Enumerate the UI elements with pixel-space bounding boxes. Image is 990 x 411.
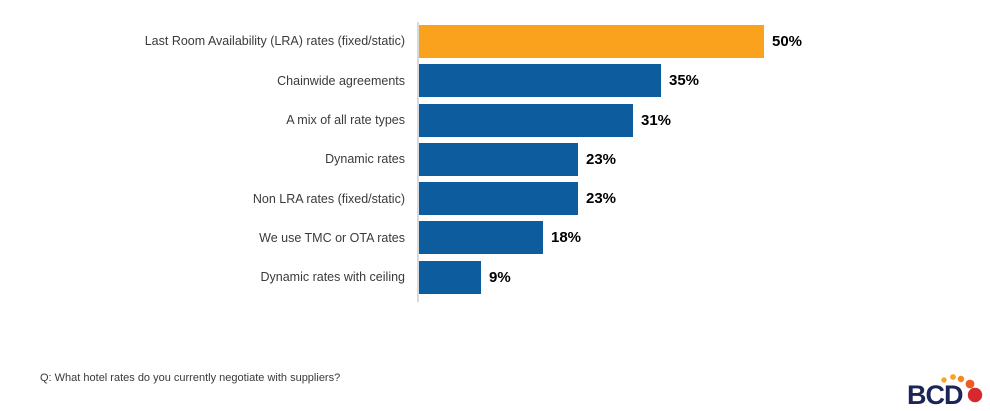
bar — [419, 64, 661, 98]
bar-wrap: 23% — [419, 182, 617, 216]
bar-wrap: 18% — [419, 221, 582, 255]
value-label: 31% — [641, 111, 672, 129]
value-label: 23% — [586, 150, 617, 168]
bar-wrap: 31% — [419, 103, 672, 137]
bar-row: A mix of all rate types 31% — [0, 103, 990, 137]
bar — [419, 182, 578, 216]
category-label: Last Room Availability (LRA) rates (fixe… — [144, 34, 405, 49]
logo-dot-icon — [967, 387, 983, 403]
category-label: Non LRA rates (fixed/static) — [252, 191, 405, 206]
bar — [419, 103, 633, 137]
category-label: Dynamic rates with ceiling — [260, 270, 406, 285]
bar — [419, 25, 764, 58]
value-label: 23% — [586, 190, 617, 208]
logo-dot-icon — [957, 375, 965, 383]
bcd-logo: BCD — [906, 367, 986, 409]
bar-row: Dynamic rates with ceiling 9% — [0, 260, 990, 294]
category-label: Chainwide agreements — [277, 73, 405, 88]
category-label: A mix of all rate types — [286, 112, 405, 127]
bcd-logo-graphic: BCD — [907, 374, 983, 409]
bar-chart: Last Room Availability (LRA) rates (fixe… — [0, 25, 990, 294]
bar-rows: Last Room Availability (LRA) rates (fixe… — [0, 25, 990, 294]
bar — [419, 221, 543, 255]
bar-row: Non LRA rates (fixed/static) 23% — [0, 182, 990, 216]
value-label: 50% — [772, 33, 803, 50]
bar-wrap: 9% — [419, 260, 511, 294]
bcd-logo-text: BCD — [907, 380, 963, 409]
bar — [419, 260, 481, 294]
bar-row: We use TMC or OTA rates 18% — [0, 221, 990, 255]
bar — [419, 142, 578, 176]
chart-axis-line — [417, 22, 419, 302]
bar-wrap: 23% — [419, 142, 617, 176]
value-label: 9% — [489, 268, 511, 286]
value-label: 35% — [669, 72, 700, 90]
bar-wrap: 35% — [419, 64, 700, 98]
bar-row: Dynamic rates 23% — [0, 142, 990, 176]
value-label: 18% — [551, 229, 582, 247]
bar-row: Chainwide agreements 35% — [0, 64, 990, 98]
logo-dot-icon — [965, 379, 975, 389]
logo-dot-icon — [950, 374, 956, 380]
survey-question: Q: What hotel rates do you currently neg… — [40, 372, 341, 384]
bar-row: Last Room Availability (LRA) rates (fixe… — [0, 25, 990, 58]
logo-dot-icon — [941, 377, 947, 383]
category-label: Dynamic rates — [325, 152, 405, 167]
bar-wrap: 50% — [419, 25, 802, 58]
category-label: We use TMC or OTA rates — [259, 230, 405, 245]
